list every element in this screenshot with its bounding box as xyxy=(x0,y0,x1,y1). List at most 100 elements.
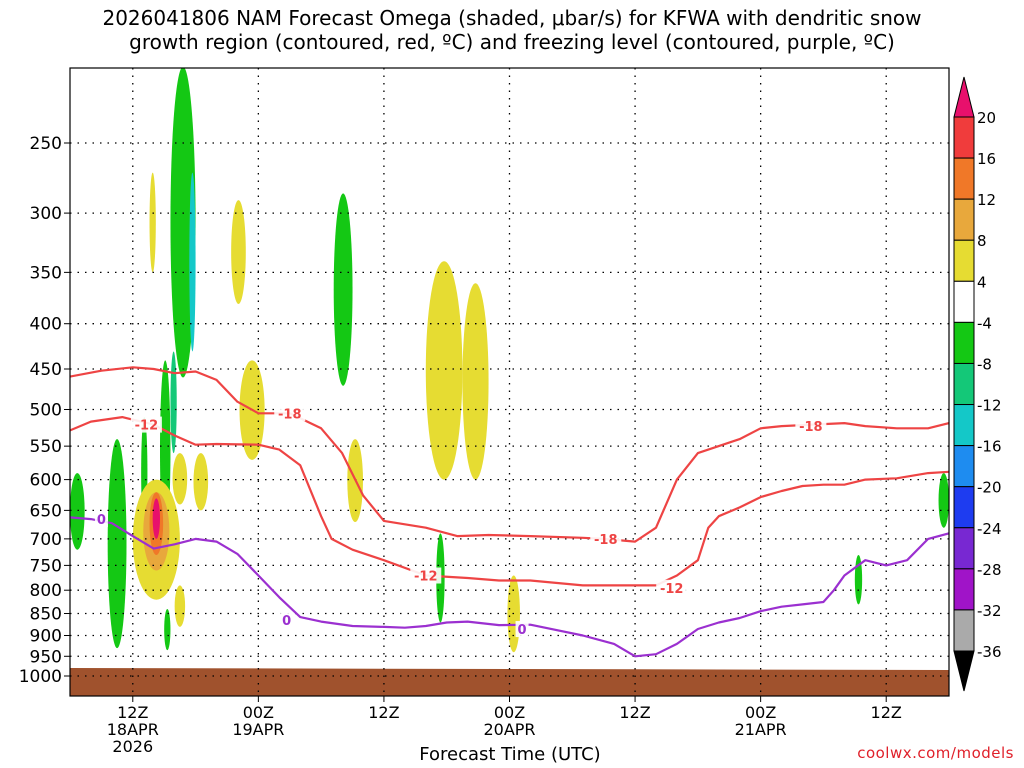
x-tick-label: 00Z xyxy=(745,703,776,722)
x-tick-label: 12Z xyxy=(871,703,902,722)
colorbar-band xyxy=(953,527,975,570)
colorbar-label: 8 xyxy=(977,232,987,250)
colorbar-label: 12 xyxy=(977,191,996,209)
contour-label: -18 xyxy=(594,533,618,548)
chart-title-line1: 2026041806 NAM Forecast Omega (shaded, μ… xyxy=(102,6,922,30)
omega-cell xyxy=(333,193,353,386)
x-tick-label: 12Z xyxy=(368,703,399,722)
colorbar-top-arrow xyxy=(953,76,975,118)
y-tick-label: 1000 xyxy=(19,667,62,687)
x-tick-label: 00Z xyxy=(243,703,274,722)
omega-cell xyxy=(152,498,160,539)
colorbar-label: -16 xyxy=(977,438,1002,456)
contour-label-bg xyxy=(590,530,622,547)
y-tick-label: 950 xyxy=(30,647,62,667)
omega-cell xyxy=(425,261,463,480)
y-axis: 2503003504004505005506006507007508008509… xyxy=(19,134,70,687)
omega-cell xyxy=(172,453,188,505)
contour-label-bg xyxy=(795,418,827,435)
y-tick-label: 550 xyxy=(30,437,62,457)
colorbar-label: -36 xyxy=(977,643,1002,661)
omega-cell xyxy=(170,68,196,378)
contour-label: -12 xyxy=(414,570,438,585)
y-tick-label: 600 xyxy=(30,471,62,491)
y-tick-label: 800 xyxy=(30,581,62,601)
y-tick-label: 450 xyxy=(30,360,62,380)
colorbar-band xyxy=(953,198,975,241)
omega-cell xyxy=(174,585,186,627)
omega-cell xyxy=(193,453,209,511)
colorbar-label: 16 xyxy=(977,150,996,168)
x-tick-label: 12Z xyxy=(117,703,148,722)
x-tick-label: 18APR xyxy=(107,720,159,739)
colorbar: 20 16 12 8 4 -4 -8 -12 -16 -20 -24 -28 -32 -36 xyxy=(953,76,1002,692)
omega-cell xyxy=(170,351,177,454)
omega-cell xyxy=(107,439,127,649)
x-tick-label: 00Z xyxy=(494,703,525,722)
contour-label-bg xyxy=(130,416,162,433)
colorbar-band xyxy=(953,404,975,447)
y-tick-label: 850 xyxy=(30,605,62,625)
contour-labels: -12 -18 -18 -18 -12 -12 0 0 0 xyxy=(94,405,827,638)
omega-cell xyxy=(70,473,85,550)
y-tick-label: 500 xyxy=(30,401,62,421)
contour-label-bg xyxy=(515,621,529,638)
omega-cell xyxy=(189,172,196,352)
contour-label-bg xyxy=(656,579,688,596)
contour-label-bg xyxy=(94,511,108,528)
y-tick-label: 300 xyxy=(30,204,62,224)
colorbar-band xyxy=(953,157,975,200)
contour-label-bg xyxy=(274,405,306,422)
colorbar-band xyxy=(953,568,975,611)
contour-label: 0 xyxy=(518,623,527,638)
colorbar-label: -24 xyxy=(977,520,1002,538)
x-tick-label: 21APR xyxy=(735,720,787,739)
colorbar-bottom-arrow xyxy=(953,650,975,692)
colorbar-band xyxy=(953,609,975,652)
colorbar-label: 4 xyxy=(977,273,987,291)
omega-cell xyxy=(231,200,246,304)
omega-cell xyxy=(462,283,489,480)
chart-title: 2026041806 NAM Forecast Omega (shaded, μ… xyxy=(0,6,1024,54)
contour-label: -12 xyxy=(660,582,684,597)
site-credit: coolwx.com/models xyxy=(857,744,1014,762)
omega-shading xyxy=(70,68,949,653)
colorbar-band xyxy=(953,280,975,323)
y-tick-label: 400 xyxy=(30,315,62,335)
contour-label: -18 xyxy=(799,420,823,435)
y-tick-label: 350 xyxy=(30,263,62,283)
y-tick-label: 250 xyxy=(30,134,62,154)
ground-fill xyxy=(70,668,949,696)
x-axis-label: Forecast Time (UTC) xyxy=(419,744,601,765)
colorbar-label: -8 xyxy=(977,355,992,373)
colorbar-label: -32 xyxy=(977,602,1002,620)
x-tick-label: 19APR xyxy=(232,720,284,739)
colorbar-band xyxy=(953,116,975,159)
contour-line xyxy=(70,516,949,658)
colorbar-band xyxy=(953,321,975,364)
colorbar-label: -4 xyxy=(977,314,992,332)
ground-layer xyxy=(70,668,949,696)
x-tick-label: 2026 xyxy=(112,737,153,756)
contour-label: 0 xyxy=(282,614,291,629)
y-tick-label: 650 xyxy=(30,501,62,521)
contour-label: -12 xyxy=(135,419,159,434)
chart-title-line2: growth region (contoured, red, ºC) and f… xyxy=(129,30,895,54)
colorbar-band xyxy=(953,239,975,282)
y-tick-label: 750 xyxy=(30,556,62,576)
colorbar-band xyxy=(953,445,975,488)
y-tick-label: 700 xyxy=(30,530,62,550)
colorbar-label: -28 xyxy=(977,561,1002,579)
colorbar-band xyxy=(953,362,975,406)
contour-label: -18 xyxy=(278,407,302,422)
colorbar-label: -12 xyxy=(977,397,1002,415)
x-tick-label: 12Z xyxy=(619,703,650,722)
contour-line xyxy=(70,416,949,587)
y-tick-label: 900 xyxy=(30,626,62,646)
omega-cell xyxy=(938,473,949,528)
contour-label: 0 xyxy=(97,513,106,528)
x-tick-label: 20APR xyxy=(483,720,535,739)
contour-label-bg xyxy=(280,612,294,629)
